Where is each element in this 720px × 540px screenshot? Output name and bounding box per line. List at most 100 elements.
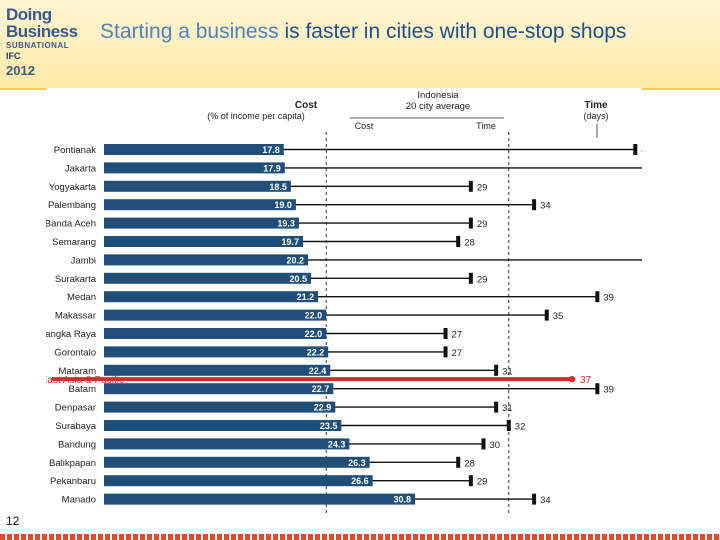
doing-business-logo: Doing Business SUBNATIONAL IFC 2012: [6, 5, 78, 78]
time-marker: [494, 364, 499, 376]
time-marker: [532, 493, 537, 505]
cost-value-label: 22.9: [314, 403, 332, 413]
cost-value-label: 18.5: [269, 182, 287, 192]
cost-bar: [104, 420, 342, 431]
cost-value-label: 19.0: [274, 200, 292, 210]
slide-title: Starting a business is faster in cities …: [100, 18, 700, 45]
cost-value-label: 21.2: [297, 292, 315, 302]
time-marker: [468, 475, 473, 487]
time-marker: [456, 456, 461, 468]
slide-title-rest: is faster in cities with one-stop shops: [278, 20, 627, 43]
time-marker: [443, 328, 448, 339]
cost-value-label: 30.8: [394, 495, 412, 505]
cost-subheader: (% of income per capita): [207, 111, 305, 121]
cost-bar: [104, 162, 285, 174]
cost-value-label: 22.7: [312, 384, 330, 394]
cost-value-label: 24.3: [328, 439, 346, 449]
time-value-label: 34: [540, 495, 551, 506]
time-value-label: 27: [452, 348, 463, 359]
city-label: Surakarta: [55, 274, 97, 285]
cost-bar: [104, 272, 312, 284]
cost-value-label: 19.3: [277, 219, 295, 229]
city-label: Surabaya: [55, 421, 96, 432]
time-value-label: 29: [477, 274, 488, 285]
time-value-label: 42: [641, 146, 642, 157]
cost-value-label: 20.2: [286, 255, 304, 265]
cost-value-label: 22.0: [305, 311, 323, 321]
cost-bar: [104, 383, 334, 395]
time-value-label: 39: [603, 385, 614, 396]
city-label: Makassar: [55, 311, 96, 322]
cost-bar: [104, 236, 303, 247]
time-value-label: 28: [464, 458, 475, 469]
cost-bar: [104, 144, 284, 155]
time-marker: [633, 144, 638, 155]
city-label: Pontianak: [54, 145, 97, 156]
cost-header: Cost: [295, 100, 318, 111]
time-marker: [506, 420, 511, 431]
cost-time-chart: Cost (% of income per capita) Indonesia …: [32, 90, 690, 516]
time-value-label: 32: [515, 422, 526, 433]
time-value-label: 31: [502, 403, 513, 414]
cost-bar: [104, 401, 336, 413]
cost-bar: [104, 328, 327, 339]
city-label: Manado: [62, 495, 96, 506]
cost-bar: [104, 309, 327, 321]
benchmark-value-label: 37: [580, 375, 592, 386]
time-marker: [595, 291, 600, 303]
city-label: Pelangka Raya: [46, 329, 97, 340]
cost-bar: [104, 364, 331, 376]
cost-bar: [104, 493, 416, 505]
slide-title-highlight: Starting a business: [100, 20, 279, 43]
city-label: Semarang: [52, 237, 96, 248]
time-marker: [544, 309, 549, 321]
city-label: Gorontalo: [54, 347, 96, 358]
chart-rows: Pontianak4217.8Jakarta4517.9Yogyakarta29…: [32, 144, 690, 506]
cost-bar: [104, 254, 309, 266]
time-value-label: 30: [490, 440, 501, 451]
average-time-label: Time: [476, 121, 496, 131]
slide-header: Doing Business SUBNATIONAL IFC 2012 Star…: [0, 0, 720, 90]
page-number: 12: [6, 514, 20, 528]
time-value-label: 28: [464, 238, 475, 249]
average-title-line2: 20 city average: [406, 101, 470, 112]
time-value-label: 27: [452, 330, 463, 341]
benchmark-marker: [568, 375, 576, 383]
time-marker: [468, 272, 473, 284]
city-label: Palembang: [48, 200, 96, 211]
cost-bar: [104, 346, 329, 358]
cost-value-label: 23.5: [320, 421, 338, 431]
city-label: Yogyakarta: [49, 182, 97, 193]
cost-bar: [104, 475, 373, 487]
time-marker: [456, 236, 461, 247]
cost-bar: [104, 291, 319, 303]
average-title-line1: Indonesia: [417, 90, 459, 101]
city-label: Bandung: [58, 439, 96, 450]
cost-value-label: 17.9: [263, 163, 281, 173]
time-value-label: 29: [477, 477, 488, 488]
city-label: Medan: [67, 292, 96, 303]
time-value-label: 29: [477, 219, 488, 230]
benchmark-group: East Asia & Pacific 37: [41, 375, 592, 386]
footer-stripe: [0, 534, 720, 540]
city-label: Banda Aceh: [46, 219, 96, 230]
time-value-label: 35: [553, 311, 564, 322]
time-marker: [443, 346, 448, 358]
city-label: Denpasar: [55, 403, 96, 414]
time-value-label: 29: [477, 182, 488, 193]
time-value-label: 39: [603, 293, 614, 304]
cost-value-label: 20.5: [290, 274, 308, 284]
cost-bar: [104, 456, 370, 468]
time-subheader: (days): [583, 111, 608, 121]
city-label: Jambi: [71, 255, 96, 266]
chart-frame: Cost (% of income per capita) Indonesia …: [32, 88, 690, 520]
time-marker: [595, 383, 600, 395]
cost-bar: [104, 438, 350, 450]
time-marker: [468, 217, 473, 229]
cost-value-label: 22.4: [309, 366, 327, 376]
time-value-label: 31: [502, 366, 513, 377]
time-marker: [494, 401, 499, 413]
cost-value-label: 22.2: [307, 347, 325, 357]
city-label: Batam: [69, 384, 97, 395]
cost-bar: [104, 199, 296, 211]
